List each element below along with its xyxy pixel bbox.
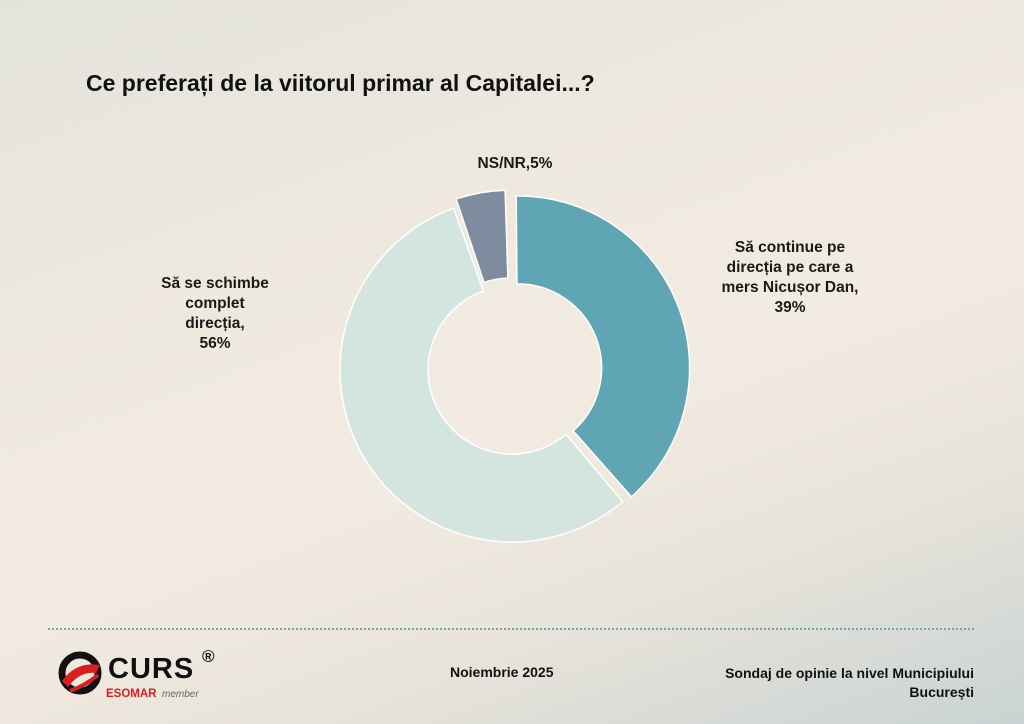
member-text: member (162, 689, 199, 700)
slice-label-continue: Să continue pe direcția pe care a mers N… (721, 239, 859, 316)
footer-survey: Sondaj de opinie la nivel Municipiului B… (725, 664, 974, 702)
registered-mark: ® (202, 647, 215, 666)
slice-nsnr (455, 189, 509, 284)
slice-change (339, 207, 624, 543)
curs-swoosh-icon (58, 651, 102, 695)
footer-survey-line2: București (909, 684, 974, 700)
footer-survey-line1: Sondaj de opinie la nivel Municipiului (725, 665, 974, 681)
slice-continue (515, 195, 691, 498)
curs-logo-text: CURS (108, 653, 195, 685)
footer-divider (48, 628, 974, 630)
slice-label-nsnr: NS/NR,5% (477, 155, 553, 172)
curs-logo: CURS ® ESOMAR member (56, 647, 226, 706)
footer-date: Noiembrie 2025 (450, 664, 554, 680)
slice-label-change: Să se schimbe complet direcția, 56% (161, 275, 269, 352)
chart-title: Ce preferați de la viitorul primar al Ca… (86, 70, 595, 96)
esomar-text: ESOMAR (106, 688, 157, 700)
